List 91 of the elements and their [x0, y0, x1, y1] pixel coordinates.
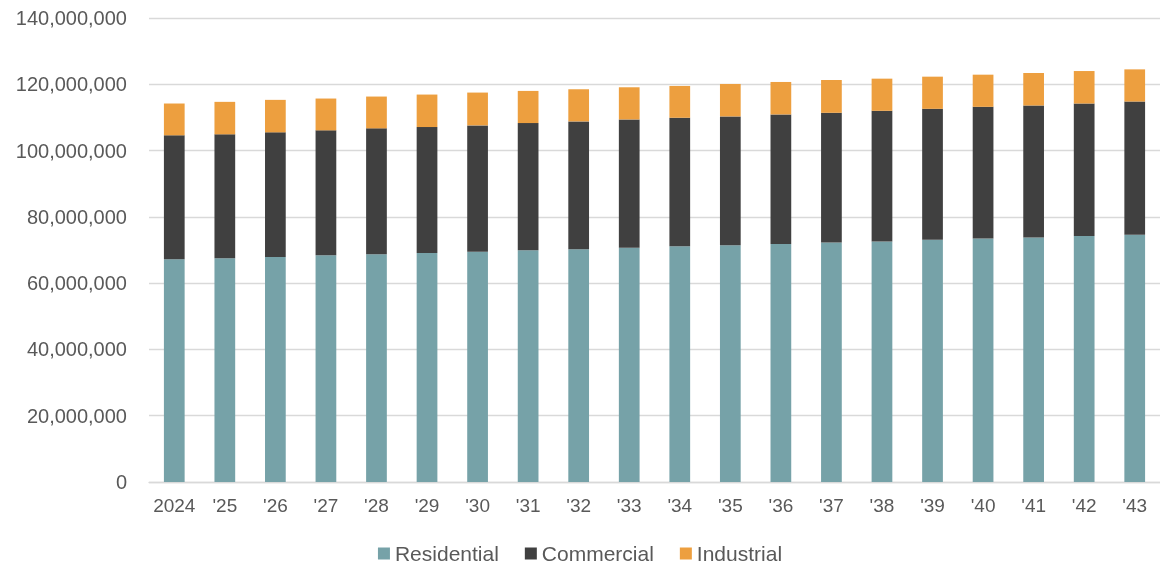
legend-label: Industrial: [696, 542, 783, 565]
bar: [719, 116, 741, 246]
bar: [366, 96, 387, 129]
x-tick-label: '28: [364, 495, 389, 516]
x-tick-label: '26: [262, 495, 288, 516]
bar: [163, 259, 185, 482]
bar: [568, 249, 590, 482]
bar: [467, 251, 488, 482]
bar: [416, 94, 438, 128]
x-tick-label: '25: [212, 495, 238, 516]
x-tick-label: '42: [1071, 495, 1097, 516]
bar: [972, 74, 994, 107]
legend-label: Commercial: [541, 542, 654, 565]
bar: [871, 241, 893, 482]
bar: [568, 89, 590, 122]
bar: [1124, 69, 1146, 102]
bar: [972, 106, 994, 239]
bar: [568, 121, 590, 250]
bar: [770, 244, 792, 482]
bar: [871, 110, 893, 242]
bar: [618, 247, 640, 482]
bar: [315, 130, 337, 256]
bar: [416, 127, 438, 253]
y-tick-label: 60,000,000: [26, 272, 127, 295]
bar: [517, 250, 539, 482]
bar: [265, 132, 286, 257]
bar: [669, 246, 691, 482]
x-tick-label: '36: [768, 495, 794, 516]
bar: [669, 85, 691, 118]
bar: [265, 256, 286, 482]
bar: [719, 245, 741, 482]
x-tick-label: '40: [970, 495, 996, 516]
bar: [517, 123, 539, 251]
bar: [972, 238, 994, 482]
x-tick-label: '38: [869, 495, 895, 516]
y-tick-label: 120,000,000: [15, 73, 127, 96]
bar: [871, 78, 893, 111]
bar: [1124, 101, 1146, 235]
y-tick-label: 20,000,000: [26, 404, 127, 427]
x-tick-label: '37: [819, 495, 844, 516]
x-tick-label: '29: [414, 495, 440, 516]
bar: [163, 103, 185, 136]
bar: [467, 92, 488, 126]
bar: [669, 117, 691, 247]
bar: [315, 255, 337, 482]
x-tick-label: '43: [1122, 495, 1148, 516]
x-tick-label: '33: [616, 495, 642, 516]
x-tick-label: '32: [566, 495, 592, 516]
bar: [1073, 236, 1095, 482]
x-tick-label: '41: [1021, 495, 1047, 516]
bar: [416, 252, 438, 482]
bar: [821, 242, 842, 482]
bar: [163, 135, 185, 260]
y-tick-label: 140,000,000: [15, 7, 127, 29]
y-tick-label: 80,000,000: [26, 205, 127, 228]
bar: [315, 98, 337, 131]
y-tick-label: 40,000,000: [26, 338, 127, 361]
y-tick-label: 0: [115, 471, 127, 493]
x-tick-label: 2024: [153, 495, 196, 516]
bar: [1073, 71, 1095, 104]
x-tick-label: '39: [920, 495, 945, 516]
bar: [618, 87, 640, 120]
y-tick-label: 100,000,000: [15, 139, 127, 162]
bar: [1023, 73, 1044, 106]
bar: [1023, 237, 1044, 482]
bar: [1073, 103, 1095, 237]
bar: [821, 112, 842, 243]
bar: [517, 90, 539, 124]
bar: [719, 83, 741, 117]
bar: [922, 239, 943, 482]
x-tick-label: '27: [313, 495, 339, 516]
bar: [922, 76, 943, 109]
x-tick-label: '30: [465, 495, 490, 516]
bar: [265, 99, 286, 133]
bar: [770, 114, 792, 245]
bar: [1023, 105, 1044, 238]
bar: [770, 81, 792, 115]
bar: [1124, 234, 1146, 482]
x-tick-label: '31: [515, 495, 541, 516]
legend-label: Residential: [394, 542, 499, 565]
bar: [821, 79, 842, 113]
bar: [366, 128, 387, 255]
bar: [366, 254, 387, 482]
bar: [214, 134, 236, 259]
bar: [467, 125, 488, 252]
bar: [618, 119, 640, 248]
x-tick-label: '34: [667, 495, 693, 516]
x-tick-label: '35: [717, 495, 743, 516]
bar: [214, 258, 236, 482]
bar: [214, 101, 236, 135]
bar: [922, 108, 943, 240]
